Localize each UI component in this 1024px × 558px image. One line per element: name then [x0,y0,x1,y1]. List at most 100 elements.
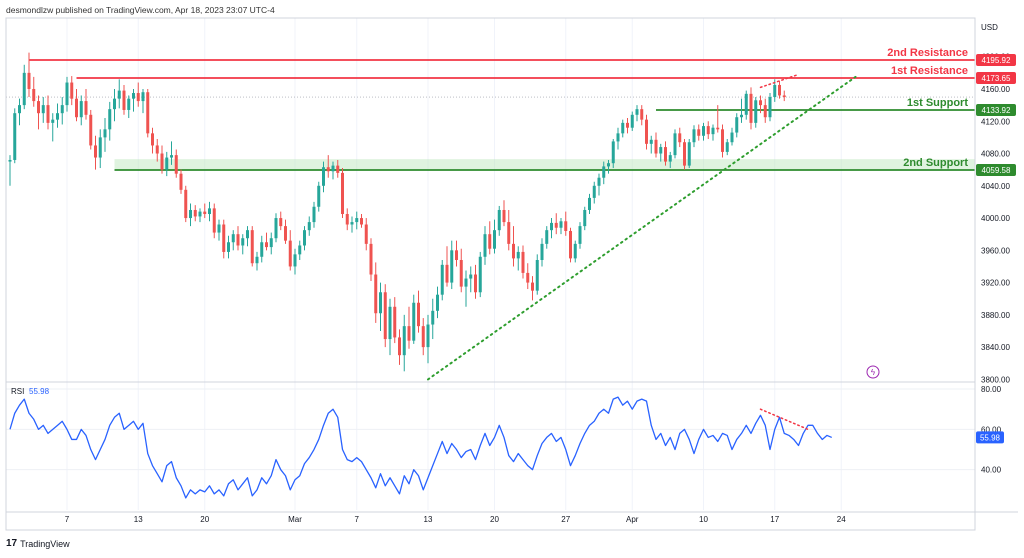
candle-body [336,165,340,173]
candle-body [27,72,31,89]
candle-body [778,84,781,96]
candle-body [459,260,463,287]
candle-body [56,113,59,120]
candle-body [288,240,292,267]
candle-body [635,109,639,115]
candle-body [417,302,420,327]
candle-body [740,114,743,118]
rsi-value-tag-text: 55.98 [980,433,1001,442]
grid-layer [66,18,842,510]
time-tick-label: 10 [699,515,708,524]
candle-body [155,145,159,154]
time-tick-label: 20 [200,515,209,524]
candle-body [407,326,411,341]
candle-body [773,84,777,98]
level-label: 1st Resistance [891,65,968,77]
candle-body [141,92,145,102]
candle-body [331,165,335,172]
tradingview-brand: TradingView [20,538,70,549]
candle-body [440,264,444,295]
candle-body [697,129,701,136]
candle-body [70,82,74,99]
candle-body [768,97,772,118]
candle-body [151,133,154,146]
candle-body [664,147,667,162]
candle-body [569,230,572,259]
time-tick-label: 7 [65,515,70,524]
candle-body [360,218,363,225]
candle-body [284,226,287,241]
candle-body [730,132,734,143]
publisher-info: desmondlzw published on TradingView.com,… [6,5,275,15]
candle-body [108,109,112,130]
candle-body [521,251,525,273]
candle-body [379,292,382,314]
candle-body [535,260,539,291]
candle-body [592,185,596,198]
candle-body [678,133,682,143]
candle-body [616,133,620,142]
candle-body [716,127,720,130]
candle-body [65,82,69,106]
price-tick-label: 3800.00 [981,375,1010,384]
candle-body [450,250,454,283]
candle-body [298,245,302,255]
candle-body [317,185,321,207]
time-tick-label: 27 [561,515,570,524]
rsi-tick-label: 60.00 [981,425,1002,434]
chart-frame [5,17,976,531]
time-tick-label: 17 [770,515,779,524]
currency-label: USD [981,23,998,32]
axes-layer: USD 3800.00 3840.00 3880.00 3920.00 3960.00 40… [5,17,1018,531]
candle-body [341,172,344,215]
candle-body [369,243,373,275]
candle-body [184,189,188,219]
candle-body [573,243,577,259]
candle-body [621,122,625,134]
candle-body [782,95,786,98]
candle-body [640,109,644,120]
candle-body [246,230,249,239]
time-tick-label: 13 [134,515,143,524]
candle-body [265,242,268,248]
candle-body [312,206,316,223]
rsi-divergence-line [759,408,809,431]
candle-body [559,221,563,228]
candle-body [436,294,439,311]
candle-body [255,256,259,264]
price-tick-label: 4160.00 [981,85,1010,94]
candle-body [8,159,12,162]
candle-body [607,163,610,167]
candle-body [208,208,211,215]
level-label: 1st Support [907,97,968,109]
rsi-legend-name: RSI [11,387,24,396]
candle-body [103,129,107,138]
candle-body [735,117,739,133]
level-price-tag-text: 4173.65 [982,74,1011,83]
candle-body [212,208,216,233]
time-tick-label: 20 [490,515,499,524]
labels-layer: 2nd Resistance 4195.92 1st Resistance 4173.… [11,47,1016,444]
candle-body [507,222,511,244]
rsi-layer [6,388,975,499]
candle-body [117,90,121,99]
candle-body [113,98,116,110]
candle-body [583,209,587,227]
tradingview-footer: 17 TradingView [6,538,70,549]
candle-body [431,310,435,325]
price-tick-label: 4000.00 [981,214,1010,223]
candle-body [75,98,78,118]
price-tick-label: 3960.00 [981,246,1010,255]
candle-body [84,101,88,115]
candle-body [578,226,582,244]
candle-body [274,218,278,239]
support-zone-layer [114,159,975,170]
candle-body [222,224,226,252]
candle-body [464,278,468,287]
candle-body [160,153,164,170]
candle-body [687,142,691,166]
candle-body [18,105,21,114]
candle-body [189,209,192,219]
candle-body [721,129,724,152]
